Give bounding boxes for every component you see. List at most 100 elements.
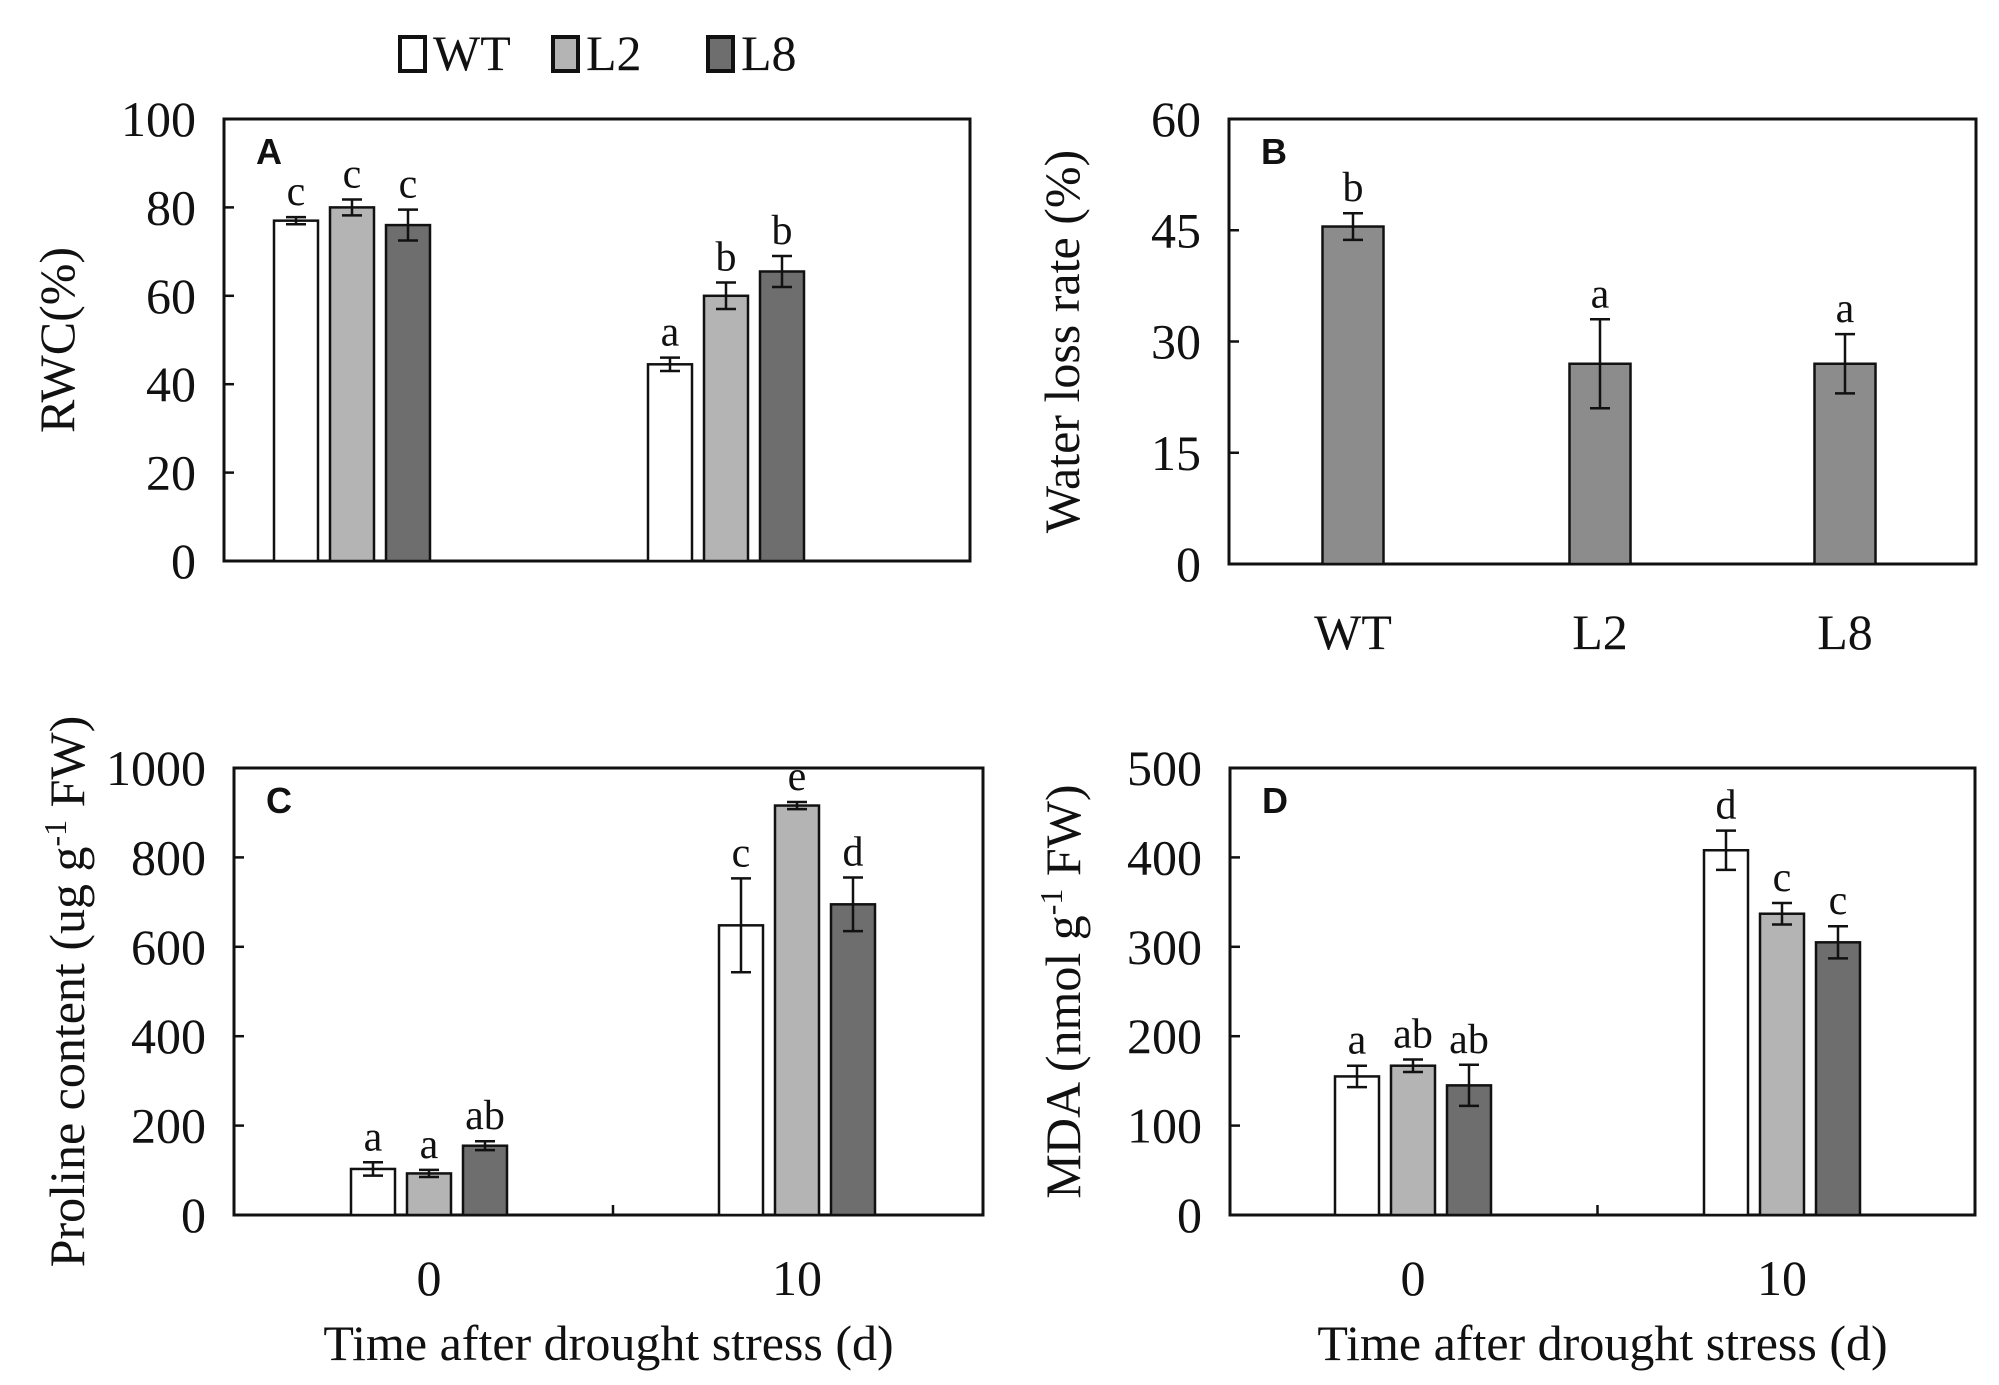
panel-letter: D	[1262, 780, 1288, 821]
significance-letter: e	[788, 754, 807, 800]
bar-l2	[1568, 362, 1632, 566]
y-tick-label: 100	[1127, 1098, 1202, 1154]
y-tick-label: 400	[1127, 829, 1202, 885]
y-tick-label: 80	[146, 179, 196, 235]
bar-wt	[1333, 1075, 1381, 1217]
y-tick-label: 200	[131, 1098, 206, 1154]
y-tick-label: 0	[1177, 1187, 1202, 1243]
y-tick-label: 200	[1127, 1008, 1202, 1064]
y-tick-label: 40	[146, 356, 196, 412]
y-tick-label: 1000	[106, 740, 206, 796]
significance-letter: c	[343, 151, 362, 197]
y-axis-label-main: Proline content (ug g	[39, 847, 95, 1268]
bar-l2	[702, 294, 750, 563]
x-tick-label: L2	[1572, 604, 1628, 660]
panel-b: 0 15 30 45 60 Bb WT a L2 a L8 Water loss rate (%)	[1034, 91, 1978, 660]
legend-label-wt: WT	[433, 25, 511, 81]
significance-letter: c	[1773, 855, 1792, 901]
plot-frame-a	[222, 117, 972, 563]
y-tick-label: 0	[181, 1187, 206, 1243]
plot-frame-c	[232, 766, 985, 1217]
y-tick-label: 600	[131, 919, 206, 975]
y-tick-label: 60	[1151, 91, 1201, 147]
y-tick-label: 100	[121, 91, 196, 147]
y-axis-label-main: MDA (nmol g	[1035, 915, 1091, 1198]
legend-swatch-l2	[551, 35, 580, 73]
y-axis-label: RWC(%)	[29, 247, 85, 433]
significance-letter: b	[1343, 165, 1364, 211]
y-tick-label: 45	[1151, 202, 1201, 258]
y-axis-label: MDA (nmol g-1 FW)	[1033, 784, 1091, 1198]
significance-letter: ab	[1393, 1011, 1433, 1057]
significance-letter: c	[1829, 878, 1848, 924]
y-tick-label: 0	[1176, 536, 1201, 592]
x-tick-label: 0	[417, 1250, 442, 1306]
panel-letter: A	[256, 131, 282, 172]
legend-label-l8: L8	[741, 25, 797, 81]
significance-letter: b	[772, 208, 793, 254]
bar-wt	[1702, 848, 1750, 1217]
y-tick-label: 60	[146, 268, 196, 324]
bar-l8	[758, 270, 806, 563]
significance-letter: a	[420, 1122, 439, 1168]
significance-letter: c	[287, 169, 306, 215]
y-axis-label: Proline content (ug g-1 FW)	[37, 716, 95, 1268]
y-axis-label: Water loss rate (%)	[1034, 150, 1090, 533]
significance-letter: a	[364, 1114, 383, 1160]
significance-letter: a	[1836, 286, 1855, 332]
x-axis-label: Time after drought stress (d)	[1317, 1315, 1887, 1371]
bar-l2	[405, 1172, 453, 1217]
bar-l8	[829, 903, 877, 1217]
legend-label-l2: L2	[586, 25, 642, 81]
significance-letter: b	[716, 235, 737, 281]
significance-letter: c	[732, 830, 751, 876]
y-tick-label: 500	[1127, 740, 1202, 796]
y-axis-label-end: FW)	[39, 716, 95, 820]
bar-wt	[1321, 225, 1385, 566]
y-tick-label: 0	[171, 533, 196, 589]
y-tick-label: 400	[131, 1008, 206, 1064]
significance-letter: c	[399, 162, 418, 208]
plot-frame-d	[1228, 766, 1977, 1217]
bar-wt	[717, 924, 765, 1217]
bar-l8	[461, 1144, 509, 1217]
significance-letter: ab	[465, 1093, 505, 1139]
y-tick-label: 30	[1151, 314, 1201, 370]
y-tick-label: 15	[1151, 425, 1201, 481]
bar-wt	[646, 363, 694, 563]
x-tick-label: 10	[1757, 1250, 1807, 1306]
bar-l8	[1814, 941, 1862, 1217]
y-axis-label-main: RWC(%)	[29, 247, 85, 433]
y-tick-label: 20	[146, 445, 196, 501]
y-axis-label-sup: -1	[37, 820, 73, 847]
legend-swatch-wt	[398, 35, 427, 73]
y-axis-label-sup: -1	[1033, 889, 1069, 916]
significance-letter: a	[661, 310, 680, 356]
panel-letter: B	[1261, 131, 1287, 172]
y-axis-label-end: FW)	[1035, 784, 1091, 888]
bar-l2	[1758, 912, 1806, 1217]
bar-l2	[1389, 1064, 1437, 1217]
x-tick-label: L8	[1817, 604, 1873, 660]
legend: WT L2 L8	[398, 25, 797, 81]
x-tick-label: WT	[1314, 604, 1392, 660]
significance-letter: a	[1591, 271, 1610, 317]
significance-letter: ab	[1449, 1017, 1489, 1063]
panel-letter: C	[266, 780, 292, 821]
bar-l8	[384, 223, 432, 563]
bar-l2	[773, 804, 821, 1217]
x-tick-label: 0	[1401, 1250, 1426, 1306]
legend-swatch-l8	[706, 35, 735, 73]
x-axis-label: Time after drought stress (d)	[323, 1315, 893, 1371]
bar-l2	[328, 206, 376, 563]
bar-wt	[272, 219, 320, 563]
significance-letter: d	[843, 830, 864, 876]
significance-letter: a	[1348, 1018, 1367, 1064]
x-tick-label: 10	[772, 1250, 822, 1306]
y-tick-label: 800	[131, 829, 206, 885]
y-tick-label: 300	[1127, 919, 1202, 975]
